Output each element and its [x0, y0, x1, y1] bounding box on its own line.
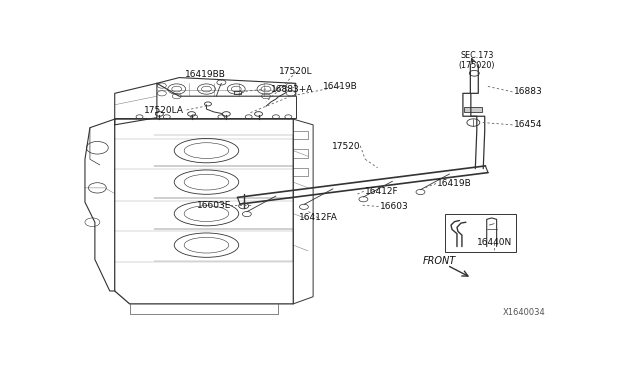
Text: FRONT: FRONT — [423, 256, 456, 266]
Text: 16419B: 16419B — [437, 179, 472, 188]
Text: 17520L: 17520L — [279, 67, 312, 76]
Text: 17520LA: 17520LA — [144, 106, 184, 115]
Text: 16454: 16454 — [514, 121, 543, 129]
Text: 16883: 16883 — [514, 87, 543, 96]
Text: 16603E: 16603E — [197, 201, 231, 209]
Text: 16419BB: 16419BB — [186, 70, 227, 79]
Bar — [464, 107, 482, 112]
Text: SEC.173
(175020): SEC.173 (175020) — [458, 51, 495, 70]
Text: 16419B: 16419B — [323, 82, 358, 91]
Text: 16440N: 16440N — [477, 238, 512, 247]
Bar — [445, 214, 516, 252]
Text: 16412F: 16412F — [365, 187, 399, 196]
Text: 17520: 17520 — [332, 142, 360, 151]
Text: 16883+A: 16883+A — [271, 84, 314, 93]
Text: X1640034: X1640034 — [502, 308, 545, 317]
Text: 16603: 16603 — [380, 202, 409, 211]
Text: 16412FA: 16412FA — [299, 214, 337, 222]
